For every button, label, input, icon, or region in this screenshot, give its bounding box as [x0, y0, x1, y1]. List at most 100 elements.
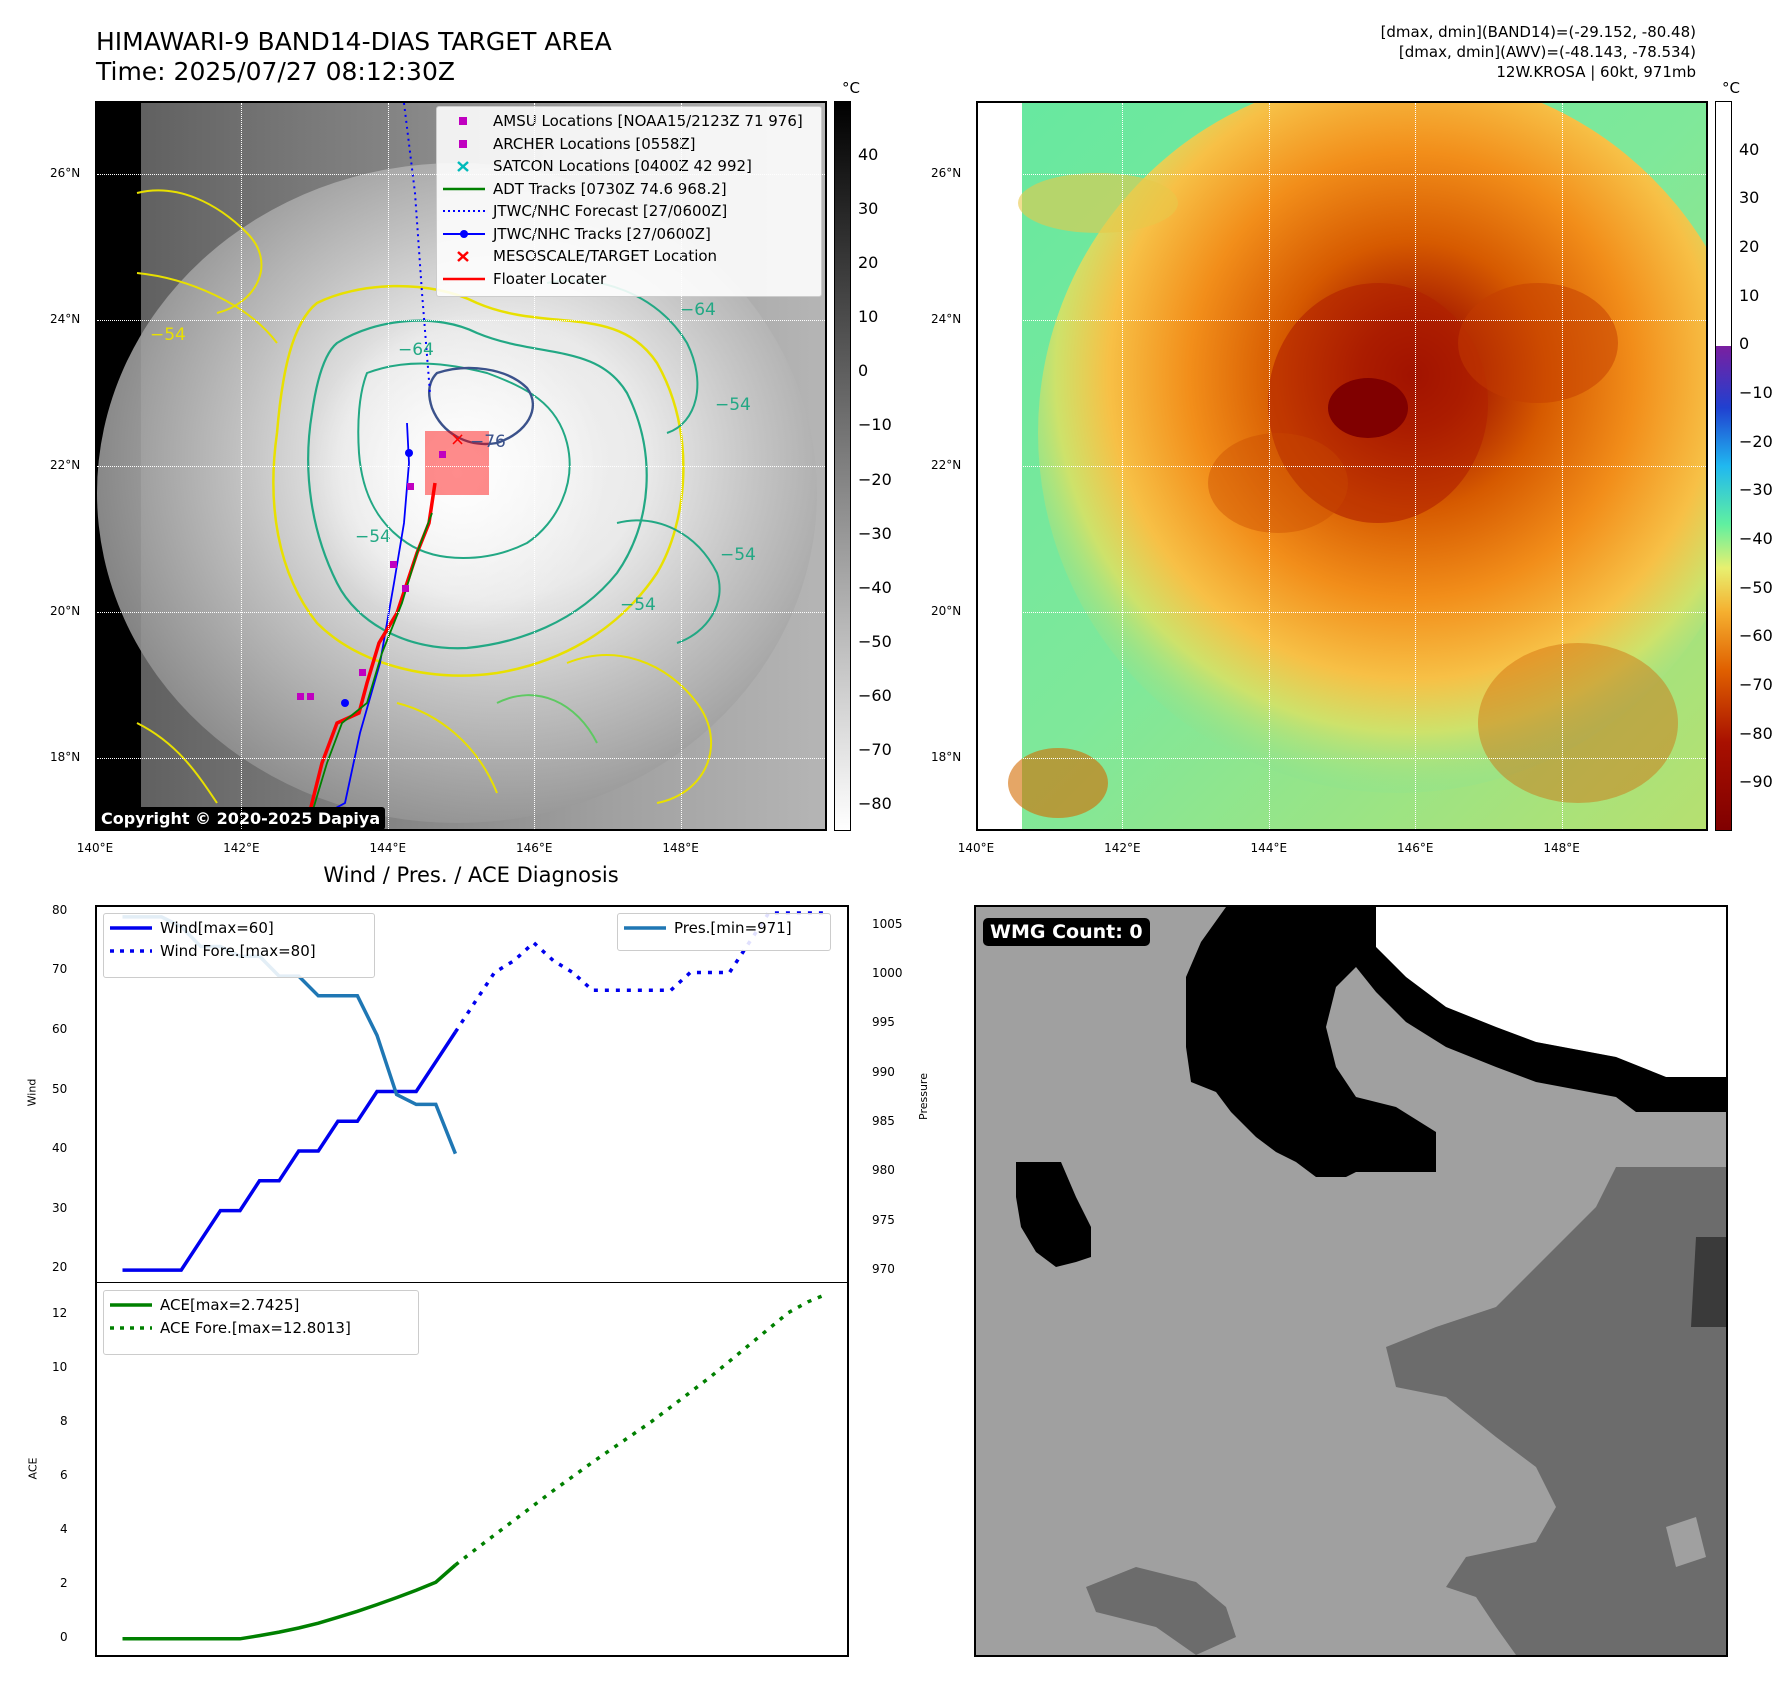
- legend-item: AMSU Locations [NOAA15/2123Z 71 976]: [443, 110, 815, 133]
- ir-lat-gridline: [97, 612, 825, 613]
- pressure-tick: 990: [872, 1064, 895, 1079]
- legend-swatch: [443, 116, 485, 126]
- ir-lat-label: 20°N: [50, 604, 81, 618]
- legend-item: ARCHER Locations [0558Z]: [443, 133, 815, 156]
- legend-item: MESOSCALE/TARGET Location: [443, 245, 815, 268]
- ir-lat-gridline: [97, 466, 825, 467]
- awv-lon-label: 142°E: [1104, 841, 1141, 855]
- wind-tick: 70: [52, 962, 68, 977]
- awv-lat-label: 26°N: [931, 166, 962, 180]
- contour-label: −64: [398, 340, 434, 360]
- ir-lat-gridline: [97, 320, 825, 321]
- ace-tick: 6: [60, 1468, 68, 1483]
- info-storm: 12W.KROSA | 60kt, 971mb: [1496, 63, 1696, 81]
- awv-lon-gridline: [1415, 103, 1417, 829]
- legend-label: Floater Locater: [493, 269, 607, 288]
- wind-tick: 40: [52, 1141, 68, 1156]
- legend-swatch: [443, 250, 485, 263]
- wind-tick: 80: [52, 902, 68, 917]
- legend-swatch: [443, 186, 485, 192]
- legend-wind-fore: Wind Fore.[max=80]: [160, 941, 316, 960]
- ir-lon-label: 140°E: [76, 841, 114, 855]
- awv-lon-label: 146°E: [1396, 841, 1434, 855]
- legend-label: AMSU Locations [NOAA15/2123Z 71 976]: [493, 112, 803, 130]
- ace-tick: 12: [52, 1306, 68, 1321]
- ir-lon-label: 146°E: [515, 841, 553, 855]
- awv-lat-gridline: [978, 758, 1706, 759]
- ir-colorbar-tick: −70: [858, 739, 892, 759]
- legend-label: SATCON Locations [0400Z 42 992]: [493, 157, 752, 175]
- figure-title: HIMAWARI-9 BAND14-DIAS TARGET AREA: [96, 27, 612, 56]
- awv-colorbar-tick: −60: [1739, 626, 1773, 646]
- legend-item: JTWC/NHC Forecast [27/0600Z]: [443, 200, 815, 223]
- wind-tick: 50: [52, 1081, 68, 1096]
- awv-colorbar-tick: 0: [1739, 334, 1750, 354]
- ir-lon-label: 148°E: [662, 841, 699, 855]
- legend-item: SATCON Locations [0400Z 42 992]: [443, 155, 815, 178]
- awv-colorbar-tick: −10: [1739, 383, 1773, 402]
- legend-item: ADT Tracks [0730Z 74.6 968.2]: [443, 178, 815, 201]
- contour-label: −54: [715, 395, 751, 415]
- awv-lat-gridline: [978, 612, 1706, 613]
- svg-text:×: ×: [450, 429, 465, 450]
- awv-lat-gridline: [978, 466, 1706, 467]
- series-line: [122, 1563, 457, 1641]
- legend-label: ADT Tracks [0730Z 74.6 968.2]: [493, 179, 727, 198]
- wind-legend: Wind[max=60] Wind Fore.[max=80]: [103, 913, 375, 978]
- pressure-tick: 995: [872, 1015, 895, 1030]
- series-line: [122, 1031, 457, 1272]
- legend-swatch: [443, 139, 485, 149]
- ir-colorbar: [834, 101, 851, 831]
- awv-lat-label: 22°N: [931, 458, 962, 472]
- legend-swatch: [443, 208, 485, 214]
- legend-swatch: [443, 229, 485, 239]
- contour-label: −64: [680, 300, 716, 320]
- awv-colorbar-tick: 40: [1739, 139, 1760, 159]
- ir-colorbar-unit: °C: [842, 79, 860, 97]
- ir-colorbar-tick: 20: [858, 253, 879, 273]
- ir-lat-label: 24°N: [50, 312, 81, 326]
- awv-colorbar-tick: −50: [1739, 577, 1773, 597]
- awv-lat-gridline: [978, 320, 1706, 321]
- series-line: [453, 911, 828, 1033]
- awv-lon-gridline: [1561, 103, 1563, 829]
- ace-plot: [95, 1282, 849, 1657]
- awv-lon-label: 148°E: [1543, 841, 1580, 855]
- wind-ylabel: Wind: [25, 1078, 39, 1107]
- pressure-tick: 985: [872, 1114, 895, 1129]
- pressure-ylabel: Pressure: [916, 1073, 930, 1120]
- awv-colorbar-unit: °C: [1722, 79, 1740, 97]
- info-band14: [dmax, dmin](BAND14)=(-29.152, -80.48): [1380, 23, 1696, 41]
- ace-tick: 0: [60, 1629, 68, 1644]
- awv-lon-label: 140°E: [957, 841, 995, 855]
- legend-item: JTWC/NHC Tracks [27/0600Z]: [443, 223, 815, 246]
- pressure-tick: 1005: [872, 916, 903, 931]
- awv-colorbar-tick: −80: [1739, 723, 1773, 743]
- ir-lon-gridline: [680, 103, 682, 829]
- series-line: [454, 1292, 829, 1567]
- ir-lon-label: 142°E: [223, 841, 260, 855]
- ir-colorbar-tick: 40: [858, 145, 879, 165]
- ir-colorbar-tick: −30: [858, 523, 892, 543]
- wmg-panel: [974, 905, 1728, 1657]
- ace-legend: ACE[max=2.7425] ACE Fore.[max=12.8013]: [103, 1290, 419, 1355]
- ir-colorbar-tick: 10: [858, 307, 879, 327]
- ir-colorbar-tick: 30: [858, 199, 879, 219]
- legend-label: JTWC/NHC Tracks [27/0600Z]: [493, 224, 711, 243]
- diagnosis-title: Wind / Pres. / ACE Diagnosis: [323, 863, 619, 887]
- ir-legend: AMSU Locations [NOAA15/2123Z 71 976] ARCH…: [436, 106, 822, 297]
- legend-item: Floater Locater: [443, 268, 815, 291]
- awv-colorbar-tick: 10: [1739, 285, 1760, 305]
- ir-lat-label: 26°N: [50, 166, 81, 180]
- awv-colorbar-tick: −20: [1739, 431, 1773, 451]
- awv-colorbar-tick: −70: [1739, 675, 1773, 694]
- ir-lat-label: 18°N: [50, 750, 81, 764]
- ace-tick: 8: [60, 1414, 68, 1429]
- ace-chart: [122, 1292, 829, 1641]
- copyright-badge: Copyright © 2020-2025 Dapiya: [96, 807, 386, 830]
- wmg-count-badge: WMG Count: 0: [983, 918, 1150, 946]
- awv-lat-gridline: [978, 174, 1706, 175]
- awv-colorbar-tick: 30: [1739, 188, 1760, 208]
- ir-colorbar-tick: −20: [858, 469, 892, 489]
- info-awv: [dmax, dmin](AWV)=(-48.143, -78.534): [1398, 43, 1696, 61]
